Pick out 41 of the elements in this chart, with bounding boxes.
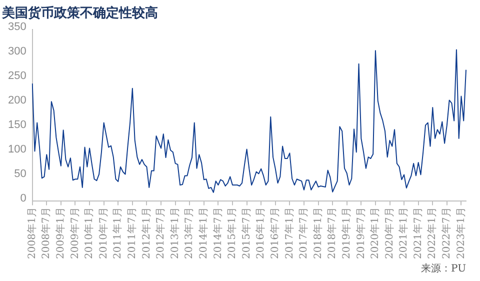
x-tick-label: 2010年7月 (97, 207, 110, 259)
y-tick-label: 300 (8, 46, 26, 58)
x-tick-label: 2018年1月 (312, 207, 324, 259)
y-tick-label: 200 (8, 94, 26, 107)
x-tick-label: 2019年1月 (340, 207, 352, 259)
x-tick-label: 2008年1月 (26, 207, 38, 259)
x-tick-label: 2012年1月 (140, 207, 152, 259)
x-tick-label: 2009年1月 (54, 207, 67, 259)
y-tick-label: 250 (8, 70, 26, 82)
x-tick-label: 2014年7月 (212, 207, 224, 259)
x-tick-label: 2015年1月 (226, 207, 238, 259)
x-tick-label: 2022年1月 (426, 207, 438, 259)
y-tick-label: 50 (14, 168, 26, 180)
y-tick-label: 100 (8, 144, 26, 156)
x-tick-label: 2011年7月 (126, 207, 138, 259)
x-tick-label: 2013年7月 (183, 207, 196, 259)
x-tick-label: 2008年7月 (40, 207, 52, 259)
chart-title: 美国货币政策不确定性较高 (1, 5, 158, 22)
y-tick-label: 350 (8, 21, 26, 34)
x-tick-label: 2013年1月 (168, 207, 181, 259)
x-tick-label: 2017年1月 (283, 207, 296, 259)
x-tick-label: 2017年7月 (298, 207, 310, 259)
y-tick-label: 150 (8, 119, 26, 132)
x-tick-label: 2015年7月 (240, 207, 252, 259)
y-tick-label: 0 (20, 192, 26, 205)
x-tick-label: 2018年7月 (326, 207, 338, 259)
x-tick-label: 2011年1月 (112, 207, 124, 259)
x-tick-label: 2016年1月 (254, 207, 267, 259)
x-tick-label: 2020年1月 (369, 207, 382, 259)
x-tick-label: 2012年7月 (154, 207, 167, 259)
x-tick-label: 2022年7月 (440, 207, 453, 259)
x-tick-label: 2010年1月 (83, 207, 96, 259)
source-note: 来源：PU (421, 262, 466, 275)
x-tick-label: 2016年7月 (268, 207, 281, 259)
x-tick-label: 2019年7月 (354, 207, 367, 259)
x-tick-label: 2009年7月 (68, 207, 81, 259)
x-tick-label: 2021年1月 (398, 207, 410, 259)
x-tick-label: 2023年1月 (454, 207, 467, 259)
x-tick-label: 2014年1月 (198, 207, 210, 259)
x-tick-label: 2020年7月 (383, 207, 396, 259)
x-tick-label: 2021年7月 (412, 207, 424, 259)
